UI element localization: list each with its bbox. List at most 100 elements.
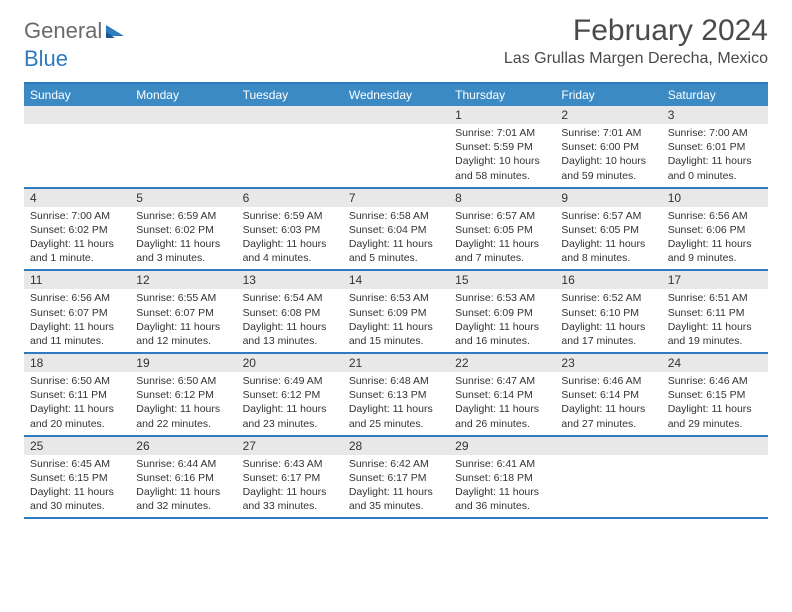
day-header-thursday: Thursday (449, 84, 555, 106)
sunset-text: Sunset: 6:07 PM (30, 306, 124, 320)
day-cell: 15Sunrise: 6:53 AMSunset: 6:09 PMDayligh… (449, 271, 555, 352)
sunrise-text: Sunrise: 6:51 AM (668, 291, 762, 305)
daylight-text-2: and 59 minutes. (561, 169, 655, 183)
daylight-text-2: and 17 minutes. (561, 334, 655, 348)
sunset-text: Sunset: 6:06 PM (668, 223, 762, 237)
week-row: 18Sunrise: 6:50 AMSunset: 6:11 PMDayligh… (24, 354, 768, 437)
sunrise-text: Sunrise: 6:53 AM (349, 291, 443, 305)
daylight-text-2: and 32 minutes. (136, 499, 230, 513)
day-cell: 22Sunrise: 6:47 AMSunset: 6:14 PMDayligh… (449, 354, 555, 435)
day-details: Sunrise: 6:59 AMSunset: 6:03 PMDaylight:… (237, 207, 343, 270)
day-details: Sunrise: 6:46 AMSunset: 6:14 PMDaylight:… (555, 372, 661, 435)
daylight-text-1: Daylight: 10 hours (455, 154, 549, 168)
day-number: 23 (555, 354, 661, 372)
day-details: Sunrise: 6:53 AMSunset: 6:09 PMDaylight:… (449, 289, 555, 352)
day-number (237, 106, 343, 124)
sunrise-text: Sunrise: 6:59 AM (136, 209, 230, 223)
sunset-text: Sunset: 6:01 PM (668, 140, 762, 154)
sunset-text: Sunset: 6:09 PM (349, 306, 443, 320)
daylight-text-2: and 8 minutes. (561, 251, 655, 265)
day-number: 26 (130, 437, 236, 455)
daylight-text-2: and 25 minutes. (349, 417, 443, 431)
day-cell: 8Sunrise: 6:57 AMSunset: 6:05 PMDaylight… (449, 189, 555, 270)
sunrise-text: Sunrise: 6:46 AM (561, 374, 655, 388)
sunrise-text: Sunrise: 6:48 AM (349, 374, 443, 388)
day-details: Sunrise: 6:52 AMSunset: 6:10 PMDaylight:… (555, 289, 661, 352)
sunrise-text: Sunrise: 6:46 AM (668, 374, 762, 388)
empty-cell (237, 106, 343, 187)
daylight-text-2: and 36 minutes. (455, 499, 549, 513)
daylight-text-2: and 27 minutes. (561, 417, 655, 431)
sunset-text: Sunset: 6:10 PM (561, 306, 655, 320)
day-details: Sunrise: 6:55 AMSunset: 6:07 PMDaylight:… (130, 289, 236, 352)
week-row: 25Sunrise: 6:45 AMSunset: 6:15 PMDayligh… (24, 437, 768, 520)
day-cell: 1Sunrise: 7:01 AMSunset: 5:59 PMDaylight… (449, 106, 555, 187)
daylight-text-1: Daylight: 11 hours (136, 485, 230, 499)
sunset-text: Sunset: 6:09 PM (455, 306, 549, 320)
day-cell: 21Sunrise: 6:48 AMSunset: 6:13 PMDayligh… (343, 354, 449, 435)
day-number: 2 (555, 106, 661, 124)
day-cell: 24Sunrise: 6:46 AMSunset: 6:15 PMDayligh… (662, 354, 768, 435)
sunrise-text: Sunrise: 6:55 AM (136, 291, 230, 305)
sunrise-text: Sunrise: 6:44 AM (136, 457, 230, 471)
day-details: Sunrise: 6:49 AMSunset: 6:12 PMDaylight:… (237, 372, 343, 435)
daylight-text-2: and 35 minutes. (349, 499, 443, 513)
daylight-text-1: Daylight: 11 hours (455, 485, 549, 499)
sunrise-text: Sunrise: 6:41 AM (455, 457, 549, 471)
calendar-grid: SundayMondayTuesdayWednesdayThursdayFrid… (24, 84, 768, 519)
day-details: Sunrise: 6:48 AMSunset: 6:13 PMDaylight:… (343, 372, 449, 435)
day-number: 29 (449, 437, 555, 455)
sunset-text: Sunset: 6:08 PM (243, 306, 337, 320)
daylight-text-1: Daylight: 11 hours (136, 237, 230, 251)
day-details: Sunrise: 7:01 AMSunset: 5:59 PMDaylight:… (449, 124, 555, 187)
sunrise-text: Sunrise: 7:00 AM (668, 126, 762, 140)
daylight-text-2: and 33 minutes. (243, 499, 337, 513)
day-cell: 26Sunrise: 6:44 AMSunset: 6:16 PMDayligh… (130, 437, 236, 518)
sunrise-text: Sunrise: 6:43 AM (243, 457, 337, 471)
daylight-text-1: Daylight: 11 hours (668, 237, 762, 251)
day-details: Sunrise: 6:59 AMSunset: 6:02 PMDaylight:… (130, 207, 236, 270)
day-cell: 20Sunrise: 6:49 AMSunset: 6:12 PMDayligh… (237, 354, 343, 435)
day-number: 22 (449, 354, 555, 372)
sunrise-text: Sunrise: 7:01 AM (561, 126, 655, 140)
day-header-wednesday: Wednesday (343, 84, 449, 106)
day-details: Sunrise: 6:57 AMSunset: 6:05 PMDaylight:… (449, 207, 555, 270)
day-number (130, 106, 236, 124)
day-details: Sunrise: 6:45 AMSunset: 6:15 PMDaylight:… (24, 455, 130, 518)
sunrise-text: Sunrise: 6:50 AM (136, 374, 230, 388)
day-number: 15 (449, 271, 555, 289)
day-header-sunday: Sunday (24, 84, 130, 106)
daylight-text-2: and 0 minutes. (668, 169, 762, 183)
day-details: Sunrise: 6:47 AMSunset: 6:14 PMDaylight:… (449, 372, 555, 435)
sunset-text: Sunset: 6:17 PM (349, 471, 443, 485)
day-header-row: SundayMondayTuesdayWednesdayThursdayFrid… (24, 84, 768, 106)
daylight-text-1: Daylight: 11 hours (243, 485, 337, 499)
day-number: 25 (24, 437, 130, 455)
day-cell: 2Sunrise: 7:01 AMSunset: 6:00 PMDaylight… (555, 106, 661, 187)
daylight-text-1: Daylight: 11 hours (30, 402, 124, 416)
day-number: 3 (662, 106, 768, 124)
empty-cell (130, 106, 236, 187)
day-cell: 5Sunrise: 6:59 AMSunset: 6:02 PMDaylight… (130, 189, 236, 270)
daylight-text-1: Daylight: 11 hours (136, 320, 230, 334)
day-header-friday: Friday (555, 84, 661, 106)
sunrise-text: Sunrise: 6:59 AM (243, 209, 337, 223)
day-cell: 14Sunrise: 6:53 AMSunset: 6:09 PMDayligh… (343, 271, 449, 352)
daylight-text-2: and 15 minutes. (349, 334, 443, 348)
daylight-text-1: Daylight: 11 hours (668, 402, 762, 416)
sunrise-text: Sunrise: 6:49 AM (243, 374, 337, 388)
day-details: Sunrise: 6:53 AMSunset: 6:09 PMDaylight:… (343, 289, 449, 352)
daylight-text-1: Daylight: 11 hours (561, 237, 655, 251)
day-details: Sunrise: 7:00 AMSunset: 6:02 PMDaylight:… (24, 207, 130, 270)
daylight-text-2: and 5 minutes. (349, 251, 443, 265)
day-number: 13 (237, 271, 343, 289)
day-cell: 11Sunrise: 6:56 AMSunset: 6:07 PMDayligh… (24, 271, 130, 352)
day-number: 28 (343, 437, 449, 455)
logo-text-2: Blue (24, 46, 768, 72)
daylight-text-2: and 23 minutes. (243, 417, 337, 431)
sunrise-text: Sunrise: 6:42 AM (349, 457, 443, 471)
daylight-text-1: Daylight: 11 hours (136, 402, 230, 416)
daylight-text-2: and 16 minutes. (455, 334, 549, 348)
daylight-text-1: Daylight: 11 hours (561, 402, 655, 416)
daylight-text-1: Daylight: 11 hours (243, 237, 337, 251)
